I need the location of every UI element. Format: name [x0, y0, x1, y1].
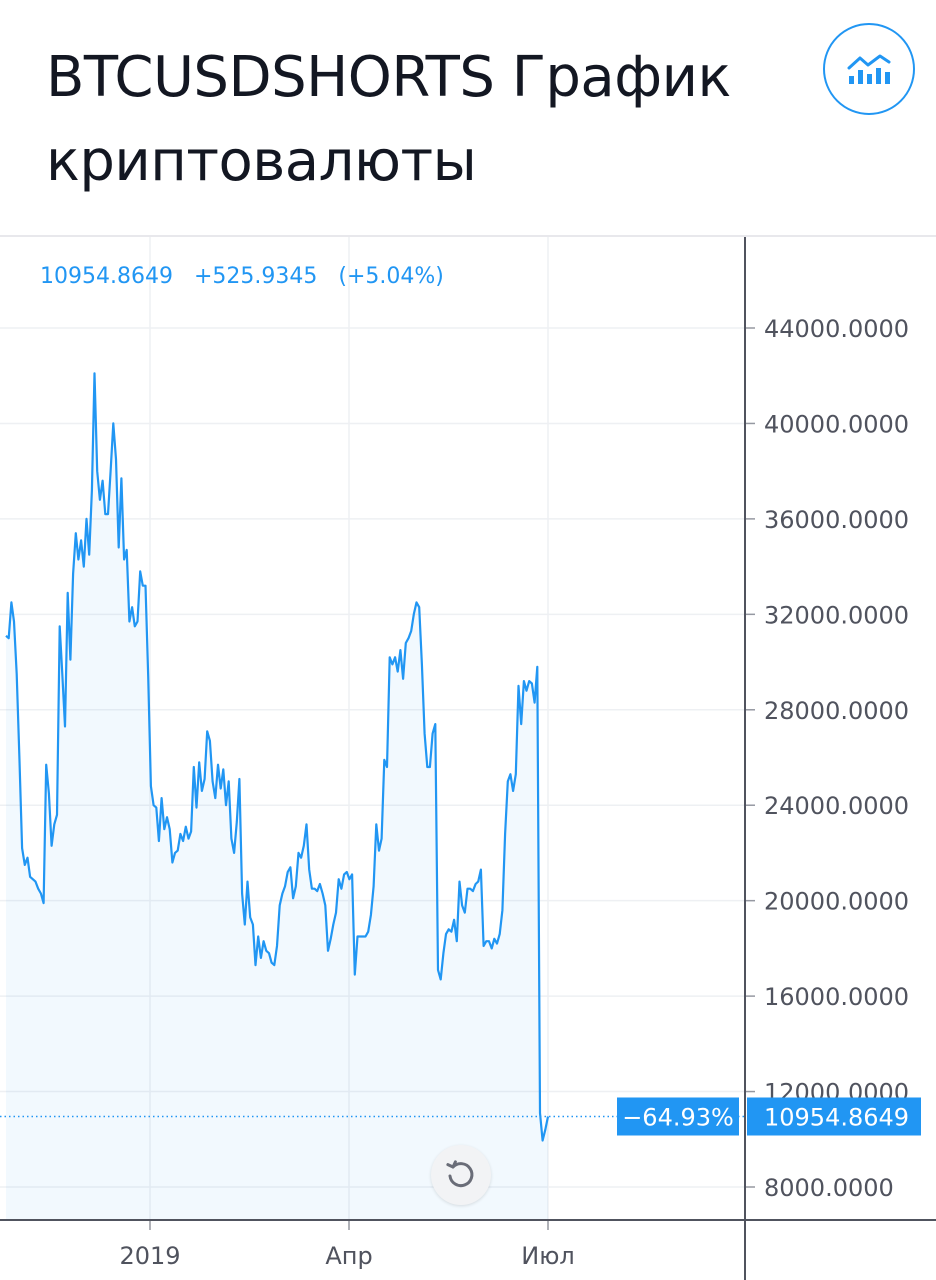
legend-change: +525.9345: [193, 264, 318, 289]
header-divider: [0, 235, 936, 237]
page-title: BTCUSDSHORTS График криптовалюты: [46, 45, 731, 194]
x-tick-label: 2019: [119, 1242, 180, 1270]
rotate-icon: [446, 1160, 474, 1188]
chart-area: [0, 372, 745, 1220]
y-tick-label: 8000.0000: [764, 1174, 894, 1202]
chart-grid: [0, 237, 745, 1220]
x-tick-label: Апр: [325, 1242, 372, 1270]
chart-bars-icon: [847, 54, 891, 84]
chart-axes: [0, 237, 936, 1280]
last-price-label: 10954.8649: [764, 1103, 909, 1131]
chart-type-button[interactable]: [823, 23, 915, 115]
y-tick-label: 32000.0000: [764, 601, 909, 629]
y-tick-label: 16000.0000: [764, 983, 909, 1011]
reset-chart-button[interactable]: [431, 1145, 491, 1205]
y-tick-label: 36000.0000: [764, 506, 909, 534]
series-line: [5, 372, 550, 1142]
pct-change-label: −64.93%: [622, 1103, 734, 1131]
y-tick-label: 24000.0000: [764, 792, 909, 820]
y-tick-label: 40000.0000: [764, 410, 909, 438]
legend-price: 10954.8649: [40, 264, 173, 289]
pct-change-badge: [617, 1097, 739, 1136]
y-tick-label: 44000.0000: [764, 315, 909, 343]
last-price-badge: [747, 1097, 921, 1136]
series-area-fill: [6, 373, 548, 1220]
price-legend: 10954.8649 +525.9345 (+5.04%): [40, 264, 458, 289]
legend-change-pct: (+5.04%): [338, 264, 444, 289]
price-chart[interactable]: 8000.000012000.000016000.000020000.00002…: [0, 237, 936, 1280]
x-tick-label: Июл: [521, 1242, 575, 1270]
y-tick-label: 28000.0000: [764, 697, 909, 725]
chart-labels: 8000.000012000.000016000.000020000.00002…: [119, 315, 921, 1270]
y-tick-label: 20000.0000: [764, 888, 909, 916]
